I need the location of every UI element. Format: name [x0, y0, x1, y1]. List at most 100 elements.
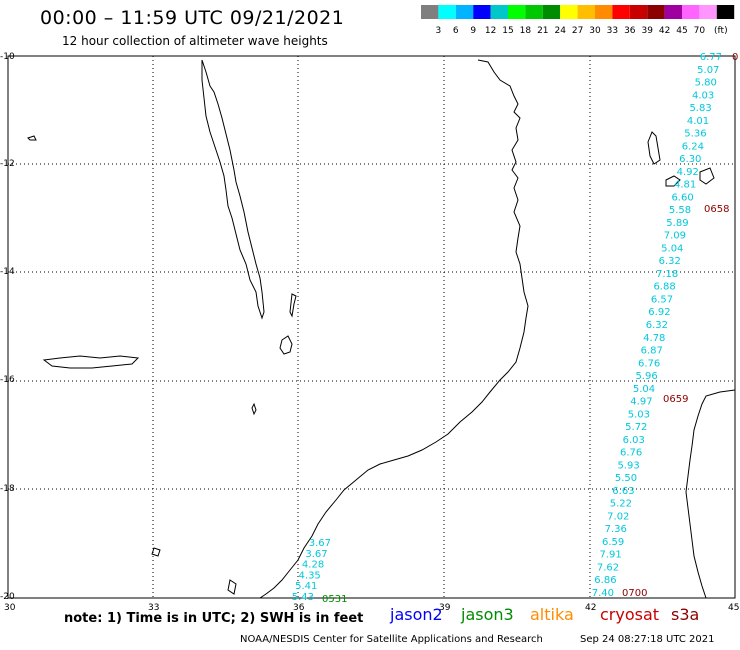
lake-malawi-outline [201, 59, 265, 320]
wave-height-label: 7.09 [664, 231, 686, 242]
wave-height-label: 7.36 [605, 524, 627, 535]
edge-time-label: 0 [732, 52, 738, 63]
wave-height-label: 5.80 [695, 78, 717, 89]
wave-height-label: 7.91 [599, 550, 621, 561]
credit-text: NOAA/NESDIS Center for Satellite Applica… [240, 634, 543, 645]
pass-time-label: 0659 [663, 394, 688, 405]
wave-height-label: 6.59 [602, 537, 624, 548]
scale-swatch [647, 5, 665, 19]
scale-tick-label: 18 [520, 26, 532, 36]
wave-height-label: 4.78 [643, 333, 665, 344]
scale-swatch [682, 5, 700, 19]
scale-tick-label: 33 [607, 26, 618, 36]
pass-time-label: 0658 [704, 204, 729, 215]
wave-height-label: 5.72 [625, 422, 647, 433]
wave-height-label: 7.18 [656, 269, 678, 280]
lat-label: -10 [0, 52, 15, 62]
color-scale-legend: 3 6 9 12 15 18 21 24 27 30 33 36 39 42 45 70 (ft) [421, 5, 740, 39]
wave-height-label: 5.41 [295, 581, 317, 592]
mainland-coast [259, 59, 529, 599]
scale-tick-label: 39 [641, 26, 653, 36]
scale-tick-label: 45 [676, 26, 687, 36]
east-track-group: 6.77 5.07 5.804.03 5.83 4.01 5.366.24 6.30 4.92… [592, 52, 730, 599]
comoros-island-2 [665, 175, 681, 187]
wave-height-label: 6.87 [641, 346, 663, 357]
scale-tick-label: 42 [659, 26, 670, 36]
wave-height-label: 6.88 [653, 282, 675, 293]
scale-swatch [560, 5, 578, 19]
scale-tick-label: (ft) [714, 26, 728, 36]
wave-height-label: 5.04 [633, 384, 655, 395]
wave-height-label: 5.07 [697, 65, 719, 76]
generated-timestamp: Sep 24 08:27:18 UTC 2021 [580, 634, 715, 645]
wave-height-label: 5.22 [610, 499, 632, 510]
scale-swatch [629, 5, 648, 19]
lake-small-outline [279, 335, 293, 355]
wave-height-label: 4.28 [302, 560, 324, 571]
lon-label: 39 [439, 603, 451, 613]
lat-label: -20 [0, 592, 15, 602]
wave-height-label: 4.35 [299, 570, 321, 581]
islet-2 [251, 402, 257, 416]
pass-time-label: 0700 [622, 588, 647, 599]
lon-label: 36 [293, 603, 305, 613]
map-frame [7, 55, 736, 599]
wave-height-label: 4.97 [630, 397, 652, 408]
wave-height-label: 5.89 [666, 218, 688, 229]
wave-height-label: 6.03 [623, 435, 645, 446]
wave-height-label: 5.93 [617, 460, 639, 471]
wave-height-label: 6.32 [646, 320, 668, 331]
coastline [27, 59, 736, 599]
scale-tick-label: 15 [502, 26, 513, 36]
lon-label: 33 [148, 603, 160, 613]
color-scale-bar: 3 6 9 12 15 18 21 24 27 30 33 36 39 42 45 70 (ft) [421, 5, 735, 36]
wave-height-label: 6.86 [594, 575, 616, 586]
scale-swatch [595, 5, 613, 19]
wave-height-label: 4.03 [692, 90, 714, 101]
sat-s3a-label: s3a [671, 605, 700, 624]
west-track-group: 3.673.674.284.355.415.43 0531 [292, 538, 348, 605]
scale-swatch [508, 5, 526, 19]
lat-label: -16 [0, 375, 15, 385]
wave-height-label: 6.30 [679, 154, 701, 165]
pass-time-label: 0531 [322, 594, 347, 605]
wave-height-label: 5.96 [635, 371, 657, 382]
wave-height-label: 5.50 [615, 473, 637, 484]
wave-height-label: 3.67 [305, 549, 327, 560]
scale-swatch [525, 5, 543, 19]
sat-altika-label: altika [530, 605, 574, 624]
scale-swatch [577, 5, 595, 19]
wave-height-label: 5.03 [628, 409, 650, 420]
islet-3 [151, 547, 161, 557]
wave-height-label: 7.40 [592, 588, 614, 599]
shire-outline [289, 293, 297, 318]
comoros-island-1 [647, 131, 661, 165]
wave-height-label: 5.04 [661, 243, 683, 254]
scale-tick-label: 36 [624, 26, 636, 36]
scale-swatch [438, 5, 456, 19]
scale-tick-label: 24 [554, 26, 566, 36]
west-landmass-fragment [42, 355, 140, 369]
lon-label: 42 [585, 603, 597, 613]
scale-swatch [542, 5, 561, 19]
wave-height-label: 6.60 [671, 192, 693, 203]
madagascar-coast [685, 389, 736, 599]
scale-swatch [716, 5, 735, 19]
wave-height-label: 6.57 [651, 294, 673, 305]
scale-swatch [490, 5, 508, 19]
wave-height-label: 4.01 [687, 116, 709, 127]
scale-tick-label: 27 [572, 26, 583, 36]
wave-height-label: 6.92 [648, 307, 670, 318]
footer-note: note: 1) Time is in UTC; 2) SWH is in fe… [64, 611, 364, 626]
wave-height-label: 6.76 [620, 448, 642, 459]
islet-4 [227, 579, 237, 595]
wave-height-label: 5.58 [669, 205, 691, 216]
scale-tick-label: 12 [485, 26, 496, 36]
sat-jason3-label: jason3 [461, 605, 514, 624]
wave-height-label: 5.36 [684, 129, 706, 140]
map-title: 00:00 – 11:59 UTC 09/21/2021 [40, 7, 345, 29]
lat-label: -12 [0, 159, 15, 169]
scale-tick-label: 3 [436, 26, 442, 36]
lon-label: 45 [728, 603, 740, 613]
wave-height-label: 6.77 [700, 52, 722, 63]
